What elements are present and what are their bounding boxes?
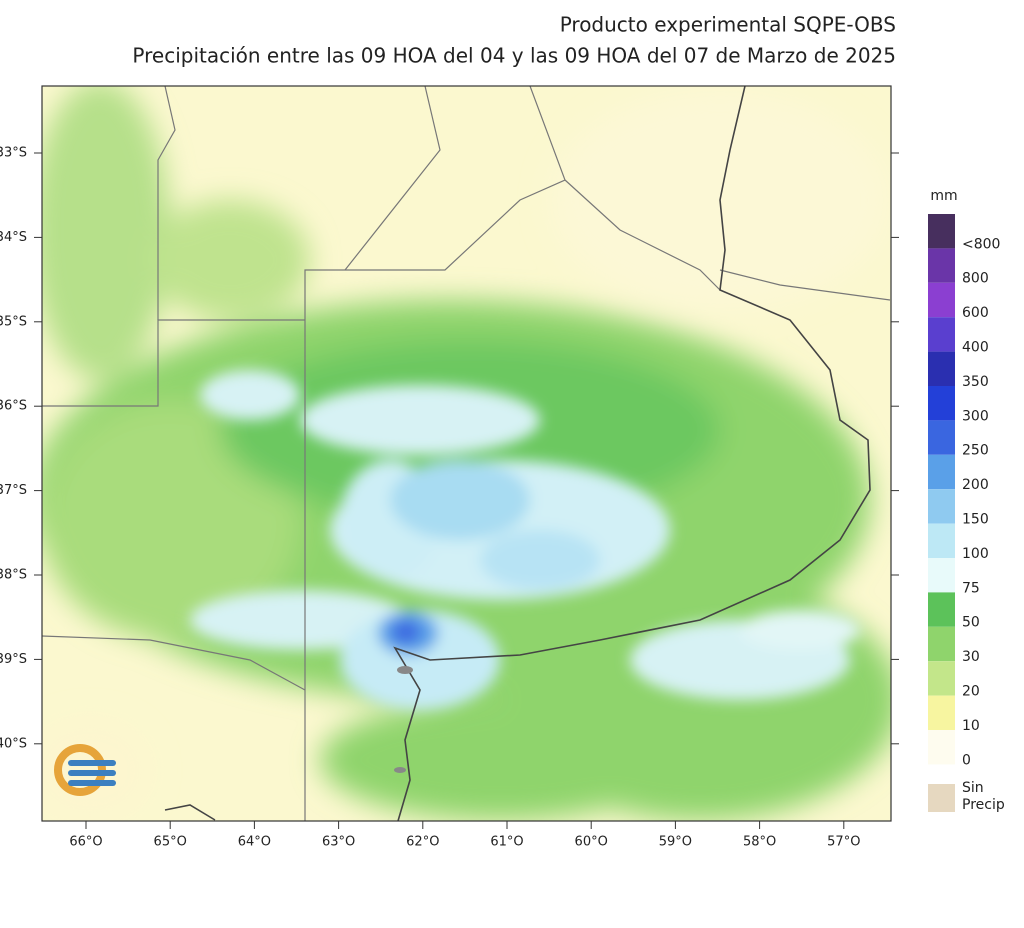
- legend-unit: mm: [930, 188, 957, 204]
- legend-label: 75: [962, 580, 980, 596]
- lat-label: 39°S: [0, 652, 27, 667]
- legend-label: 20: [962, 683, 980, 699]
- lon-label: 58°O: [743, 835, 776, 850]
- lat-label: 35°S: [0, 314, 27, 329]
- legend-label: 30: [962, 649, 980, 665]
- legend-swatch: [928, 317, 955, 352]
- lon-label: 65°O: [154, 835, 187, 850]
- legend-swatch: [928, 248, 955, 283]
- lat-label: 33°S: [0, 146, 27, 161]
- legend-swatch: [928, 489, 955, 524]
- legend-swatch: [928, 730, 955, 765]
- legend-swatch: [928, 214, 955, 249]
- precip-field: [42, 86, 891, 821]
- legend-swatch: [928, 592, 955, 627]
- legend-swatch: [928, 626, 955, 662]
- legend-label: 300: [962, 408, 989, 424]
- legend-swatch: [928, 784, 955, 812]
- legend-label: 10: [962, 718, 980, 734]
- legend-label: 350: [962, 374, 989, 390]
- legend-label: 250: [962, 443, 989, 459]
- legend-swatch: [928, 558, 955, 593]
- legend-label: 0: [962, 752, 971, 768]
- legend-swatch: [928, 386, 955, 421]
- legend-label: Sin Precip: [962, 780, 1005, 813]
- lon-label: 57°O: [827, 835, 860, 850]
- lat-label: 40°S: [0, 736, 27, 751]
- legend-swatch: [928, 420, 955, 455]
- logo: [54, 744, 116, 796]
- title: Producto experimental SQPE-OBS: [560, 13, 896, 37]
- legend-label: <800: [962, 236, 1000, 252]
- lon-label: 60°O: [575, 835, 608, 850]
- legend-label: 150: [962, 511, 989, 527]
- legend: mm <800800600400350300250200150100755030…: [928, 188, 1005, 813]
- lat-label: 37°S: [0, 483, 27, 498]
- lon-label: 63°O: [322, 835, 355, 850]
- legend-swatch: [928, 523, 955, 558]
- lat-label: 34°S: [0, 230, 27, 245]
- legend-swatch: [928, 661, 955, 696]
- legend-label: 50: [962, 615, 980, 631]
- lon-label: 59°O: [659, 835, 692, 850]
- legend-swatch: [928, 454, 955, 490]
- legend-swatch: [928, 351, 955, 386]
- legend-swatch: [928, 695, 955, 730]
- lon-label: 61°O: [490, 835, 523, 850]
- ticks: 66°O 65°O 64°O 63°O 62°O 61°O 60°O 59°O 58°O 57°O…: [0, 146, 899, 850]
- legend-label: 100: [962, 546, 989, 562]
- legend-label: 200: [962, 477, 989, 493]
- lon-label: 64°O: [238, 835, 271, 850]
- subtitle: Precipitación entre las 09 HOA del 04 y …: [132, 44, 896, 68]
- legend-label: 800: [962, 271, 989, 287]
- lat-label: 38°S: [0, 568, 27, 583]
- legend-label: 400: [962, 339, 989, 355]
- legend-label: 600: [962, 305, 989, 321]
- lat-label: 36°S: [0, 399, 27, 414]
- lon-label: 62°O: [406, 835, 439, 850]
- map-frame: [41, 85, 892, 822]
- legend-swatch: [928, 282, 955, 318]
- lon-label: 66°O: [69, 835, 102, 850]
